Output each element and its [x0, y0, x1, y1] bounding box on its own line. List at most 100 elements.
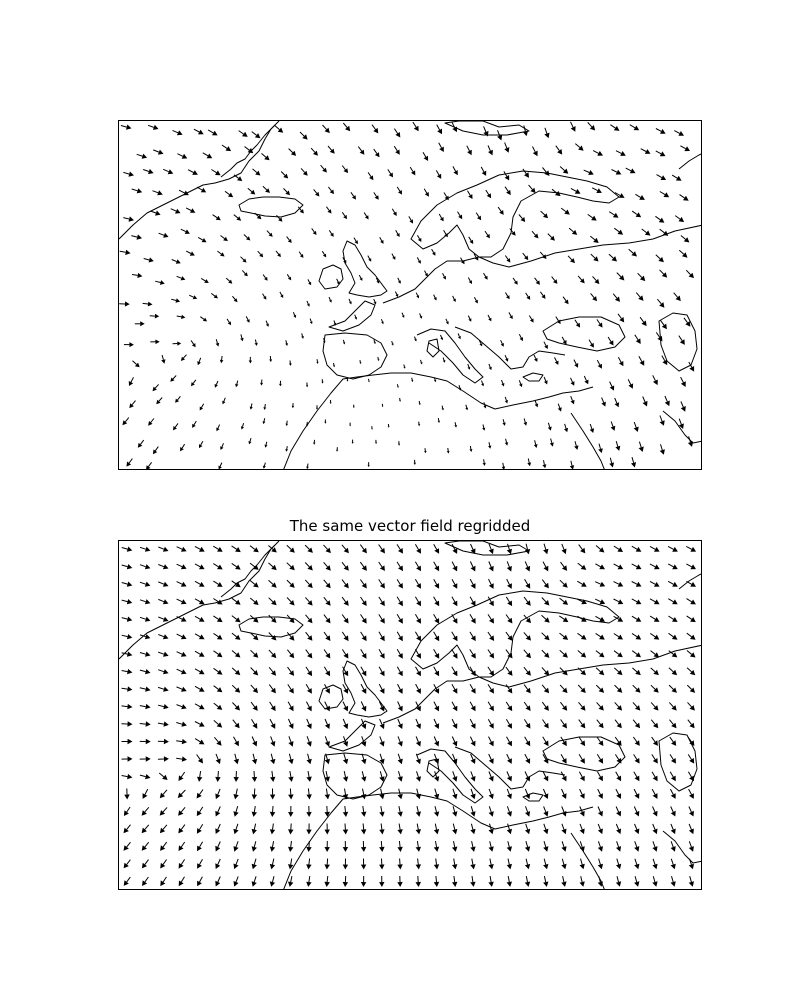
vector-arrow-shaft [502, 462, 504, 467]
vector-arrow-shaft [415, 701, 419, 708]
vector-arrow-shaft [613, 545, 620, 550]
vector-arrow-head [562, 652, 568, 658]
vector-arrow-head [217, 582, 223, 587]
vector-arrow-shaft [597, 771, 601, 778]
vector-arrow-shaft [433, 718, 438, 725]
vector-arrow-head [434, 776, 440, 782]
vector-arrow-shaft [650, 702, 656, 708]
vector-arrow-head [163, 651, 169, 657]
vector-arrow-head [619, 275, 625, 281]
vector-arrow-head [140, 321, 145, 327]
vector-arrow-shaft [144, 859, 149, 865]
vector-arrow-shaft [200, 277, 206, 282]
vector-arrow-head [181, 686, 187, 692]
vector-arrow-head [364, 215, 369, 220]
vector-arrow-head [470, 793, 476, 800]
vector-arrow-shaft [433, 753, 438, 760]
vector-arrow-shaft [261, 153, 267, 158]
vector-arrow-shaft [268, 545, 274, 550]
vector-arrow-shaft [162, 859, 168, 865]
vector-arrow-shaft [531, 230, 536, 236]
vector-arrow-shaft [180, 824, 186, 830]
vector-arrow-shaft [541, 579, 547, 585]
vector-arrow-head [652, 828, 658, 835]
vector-arrow-head [561, 811, 567, 817]
vector-arrow-shaft [451, 631, 456, 638]
vector-arrow-head [128, 171, 134, 177]
vector-arrow-head [452, 600, 458, 607]
vector-arrow-shaft [525, 823, 529, 830]
vector-arrow-shaft [194, 563, 201, 568]
vector-arrow-head [250, 189, 256, 195]
vector-arrow-head [659, 449, 665, 455]
vector-arrow-shaft [286, 597, 292, 603]
vector-arrow-head [617, 669, 623, 676]
vector-arrow-head [397, 793, 403, 800]
vector-arrow-head [324, 776, 330, 782]
vector-arrow-head [616, 775, 622, 782]
vector-arrow-shaft [642, 396, 646, 403]
vector-arrow-shaft [497, 130, 501, 137]
vector-arrow-shaft [454, 422, 457, 426]
vector-arrow-head [415, 758, 421, 765]
vector-arrow-head [225, 146, 232, 152]
vector-arrow-shaft [197, 236, 204, 241]
vector-arrow-shaft [674, 215, 681, 220]
vector-arrow-head [264, 444, 268, 448]
vector-arrow-shaft [617, 357, 622, 363]
vector-arrow-head [233, 846, 239, 852]
vector-arrow-head [634, 863, 640, 870]
vector-arrow-head [336, 281, 340, 285]
vector-arrow-head [469, 239, 474, 244]
vector-arrow-shaft [397, 736, 401, 743]
vector-arrow-head [652, 863, 658, 870]
vector-arrow-head [395, 293, 399, 298]
vector-arrow-head [474, 256, 479, 261]
vector-arrow-shaft [422, 151, 427, 158]
vector-arrow-shaft [287, 684, 292, 690]
vector-arrow-shaft [614, 719, 620, 725]
vector-arrow-shaft [253, 823, 257, 830]
vector-arrow-head [489, 635, 495, 641]
vector-arrow-head [470, 864, 476, 870]
vector-arrow-head [444, 195, 449, 201]
vector-arrow-shaft [668, 684, 674, 690]
vector-arrow-head [397, 280, 401, 284]
vector-arrow-shaft [130, 377, 134, 383]
vector-arrow-head [470, 670, 476, 677]
vector-arrow-shaft [534, 440, 537, 445]
vector-arrow-head [488, 723, 494, 729]
vector-arrow-head [690, 546, 697, 552]
vector-arrow-shaft [560, 207, 567, 213]
vector-arrow-head [361, 811, 367, 817]
vector-arrow-shaft [249, 615, 256, 620]
vector-arrow-head [136, 234, 142, 240]
vector-arrow-shaft [162, 841, 168, 848]
vector-arrow-head [609, 462, 615, 468]
vector-arrow-head [126, 461, 132, 467]
vector-arrow-head [598, 669, 605, 676]
vector-arrow-head [271, 547, 277, 553]
vector-arrow-head [544, 634, 550, 641]
vector-arrow-head [360, 846, 367, 852]
vector-arrow-head [452, 635, 458, 642]
vector-arrow-shaft [396, 596, 401, 603]
vector-arrow-shaft [380, 823, 383, 830]
vector-arrow-shaft [580, 876, 583, 883]
vector-arrow-head [543, 705, 549, 711]
vector-arrow-shaft [469, 701, 474, 708]
vector-arrow-head [446, 450, 450, 454]
vector-arrow-head [683, 195, 689, 201]
vector-arrow-head [454, 424, 457, 428]
vector-arrow-head [137, 442, 143, 448]
vector-arrow-head [507, 617, 513, 624]
vector-arrow-head [525, 617, 531, 624]
vector-arrow-head [678, 423, 684, 429]
vector-arrow-head [452, 723, 458, 729]
vector-arrow-shaft [631, 456, 635, 463]
vector-arrow-shaft [609, 381, 613, 387]
vector-arrow-head [437, 128, 442, 135]
vector-arrow-shaft [139, 669, 146, 673]
vector-arrow-shaft [414, 596, 419, 603]
vector-arrow-head [163, 232, 169, 238]
